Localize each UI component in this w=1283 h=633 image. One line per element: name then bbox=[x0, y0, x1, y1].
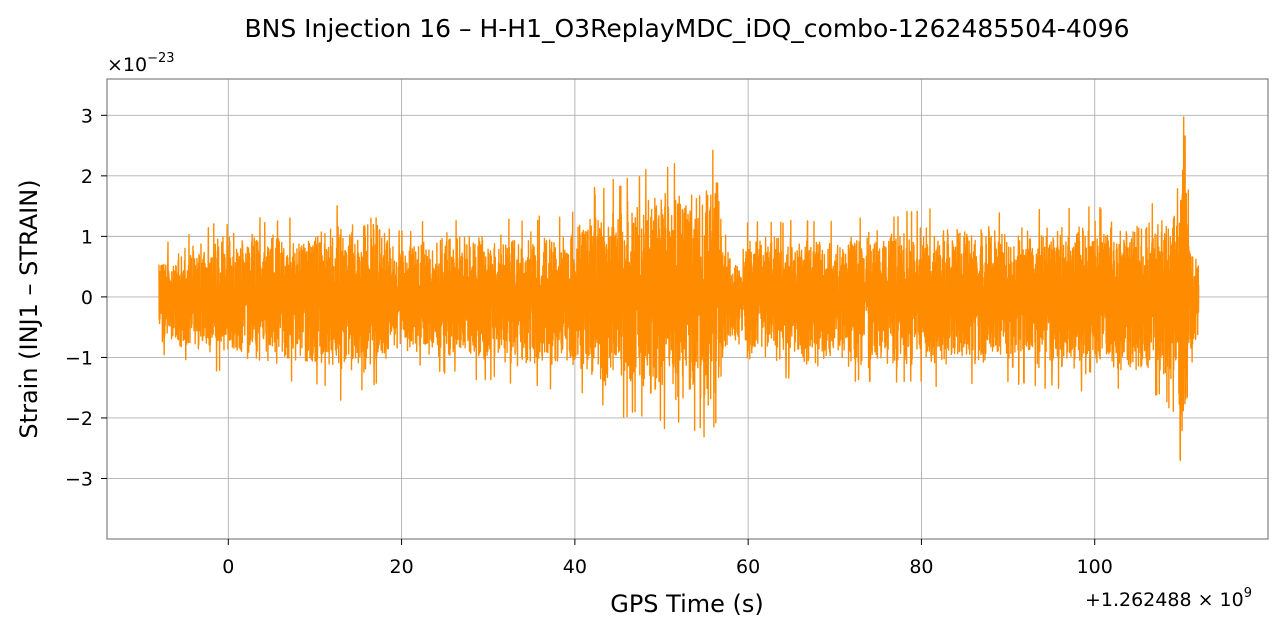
y-tick-label: −1 bbox=[65, 347, 93, 369]
x-tick-label: 80 bbox=[909, 556, 933, 578]
x-tick-label: 20 bbox=[389, 556, 413, 578]
x-tick-label: 60 bbox=[736, 556, 760, 578]
y-tick-label: −3 bbox=[65, 468, 93, 490]
y-axis-ticks: 3 2 1 0 −1 −2 −3 bbox=[65, 105, 107, 490]
x-offset-base: +1.262488 × 10 bbox=[1085, 589, 1244, 611]
y-multiplier-base: ×10 bbox=[107, 54, 147, 76]
y-tick-label: 0 bbox=[81, 287, 93, 309]
x-tick-label: 100 bbox=[1077, 556, 1113, 578]
x-tick-label: 40 bbox=[563, 556, 587, 578]
strain-series-line bbox=[158, 116, 1200, 462]
x-axis-ticks: 0 20 40 60 80 100 bbox=[222, 539, 1113, 578]
y-tick-label: 3 bbox=[81, 105, 93, 127]
y-multiplier-label: ×10−23 bbox=[107, 51, 175, 76]
plot-frame bbox=[106, 78, 1269, 540]
y-tick-label: −2 bbox=[65, 408, 93, 430]
y-multiplier-exponent: −23 bbox=[147, 51, 174, 66]
x-offset-label: +1.262488 × 109 bbox=[1085, 586, 1252, 611]
x-axis-label: GPS Time (s) bbox=[610, 590, 764, 618]
y-tick-label: 1 bbox=[81, 226, 93, 248]
x-tick-label: 0 bbox=[222, 556, 234, 578]
y-axis-label: Strain (INJ1 – STRAIN) bbox=[15, 179, 43, 438]
chart-title: BNS Injection 16 – H-H1_O3ReplayMDC_iDQ_… bbox=[244, 14, 1129, 43]
x-offset-exponent: 9 bbox=[1244, 586, 1252, 601]
y-tick-label: 2 bbox=[81, 166, 93, 188]
